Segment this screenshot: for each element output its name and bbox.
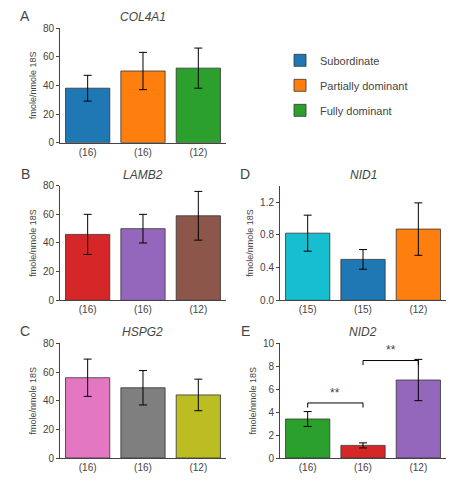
svg-text:Fully dominant: Fully dominant <box>320 105 392 117</box>
svg-text:(12): (12) <box>409 304 427 315</box>
svg-text:20: 20 <box>43 266 55 277</box>
svg-text:fmole/nmole 18S: fmole/nmole 18S <box>28 209 38 277</box>
svg-text:80: 80 <box>43 338 55 349</box>
svg-text:(16): (16) <box>134 147 152 158</box>
svg-text:8: 8 <box>268 361 274 372</box>
svg-text:NID1: NID1 <box>350 168 377 182</box>
svg-text:60: 60 <box>43 51 55 62</box>
svg-text:(15): (15) <box>354 304 372 315</box>
svg-text:0: 0 <box>48 137 54 148</box>
svg-text:60: 60 <box>43 209 55 220</box>
svg-text:Partially dominant: Partially dominant <box>320 80 407 92</box>
svg-text:0.8: 0.8 <box>260 229 274 240</box>
svg-text:1.2: 1.2 <box>260 197 274 208</box>
svg-text:40: 40 <box>43 80 55 91</box>
svg-text:Subordinate: Subordinate <box>320 55 379 67</box>
svg-text:NID2: NID2 <box>349 325 377 339</box>
svg-text:LAMB2: LAMB2 <box>123 168 163 182</box>
svg-text:fmole/nmole 18S: fmole/nmole 18S <box>248 367 258 435</box>
svg-text:0: 0 <box>48 453 54 464</box>
svg-text:fmole/nmole 18S: fmole/nmole 18S <box>245 209 255 277</box>
svg-text:HSPG2: HSPG2 <box>122 325 163 339</box>
svg-text:(12): (12) <box>189 304 207 315</box>
svg-text:80: 80 <box>43 23 55 34</box>
svg-text:20: 20 <box>43 424 55 435</box>
svg-text:60: 60 <box>43 367 55 378</box>
svg-text:(16): (16) <box>134 304 152 315</box>
svg-text:(16): (16) <box>354 462 372 473</box>
svg-text:fmole/nmole 18S: fmole/nmole 18S <box>28 52 38 120</box>
svg-text:(15): (15) <box>299 304 317 315</box>
svg-text:0: 0 <box>268 453 274 464</box>
svg-text:(12): (12) <box>189 462 207 473</box>
svg-text:**: ** <box>386 343 396 357</box>
svg-text:(16): (16) <box>79 304 97 315</box>
svg-text:40: 40 <box>43 395 55 406</box>
svg-text:(16): (16) <box>79 147 97 158</box>
svg-text:80: 80 <box>43 180 55 191</box>
svg-text:6: 6 <box>268 384 274 395</box>
svg-text:(12): (12) <box>409 462 427 473</box>
svg-text:D: D <box>240 166 250 182</box>
svg-text:B: B <box>21 166 30 182</box>
svg-text:0.4: 0.4 <box>260 262 274 273</box>
svg-text:40: 40 <box>43 237 55 248</box>
svg-text:(16): (16) <box>134 462 152 473</box>
svg-text:(12): (12) <box>189 147 207 158</box>
svg-text:20: 20 <box>43 109 55 120</box>
svg-text:2: 2 <box>268 430 274 441</box>
svg-text:A: A <box>20 8 30 24</box>
svg-text:(16): (16) <box>79 462 97 473</box>
svg-text:**: ** <box>330 386 340 400</box>
svg-text:fmole/nmole 18S: fmole/nmole 18S <box>28 367 38 435</box>
svg-text:E: E <box>241 323 250 339</box>
svg-text:0: 0 <box>48 295 54 306</box>
svg-text:C: C <box>20 323 30 339</box>
svg-text:0.0: 0.0 <box>260 295 274 306</box>
svg-text:(16): (16) <box>299 462 317 473</box>
svg-text:4: 4 <box>268 407 274 418</box>
svg-text:COL4A1: COL4A1 <box>120 10 166 24</box>
svg-text:10: 10 <box>263 338 275 349</box>
